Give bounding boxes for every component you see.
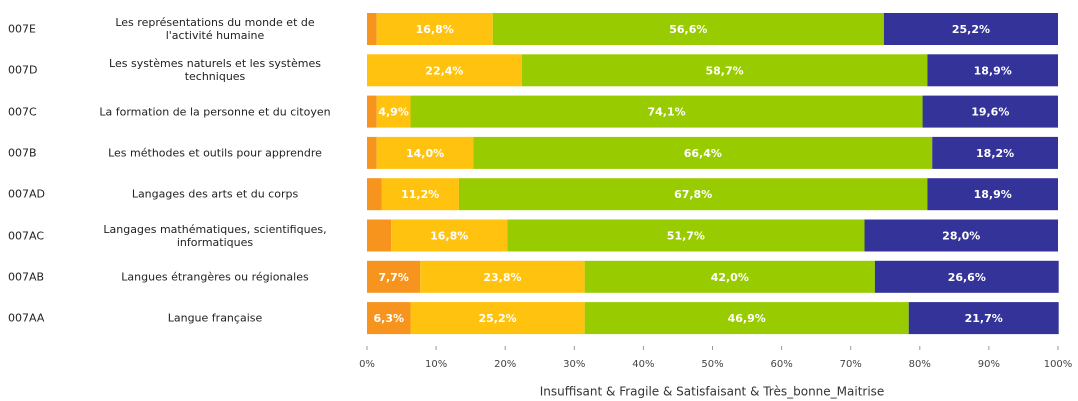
- bar-segment: [874, 260, 1059, 293]
- category-label: Langue française: [167, 311, 263, 325]
- bar-segment: [410, 302, 585, 335]
- x-tick-label: 50%: [701, 359, 723, 370]
- x-tick-label: 30%: [563, 359, 585, 370]
- category-code: 007AD: [8, 187, 45, 201]
- x-tick-label: 80%: [909, 359, 931, 370]
- bar-segment: [883, 13, 1058, 45]
- value-label: 23,8%: [483, 271, 521, 284]
- value-label: 74,1%: [647, 106, 685, 119]
- bar-segment: [367, 260, 421, 293]
- value-label: 21,7%: [965, 312, 1003, 325]
- value-label: 51,7%: [667, 230, 705, 243]
- bar-segment: [927, 178, 1058, 211]
- category-code: 007B: [8, 146, 37, 160]
- bar-segment: [381, 178, 459, 211]
- value-label: 25,2%: [479, 312, 517, 325]
- value-label: 19,6%: [971, 106, 1009, 119]
- x-axis-label: Insuffisant & Fragile & Satisfaisant & T…: [540, 385, 885, 399]
- bar-segment: [376, 95, 411, 128]
- bar-segment: [376, 136, 474, 169]
- bar-segment: [584, 260, 875, 293]
- bar-segment: [908, 302, 1059, 335]
- category-code: 007C: [8, 105, 37, 119]
- bar-segment: [367, 219, 392, 252]
- category-label: Langues étrangères ou régionales: [121, 270, 309, 284]
- bar-segment: [864, 219, 1058, 252]
- bar-segment: [410, 95, 923, 128]
- value-label: 28,0%: [942, 230, 980, 243]
- value-label: 46,9%: [728, 312, 766, 325]
- category-code: 007AA: [8, 311, 45, 325]
- bar-segment: [927, 54, 1058, 87]
- value-label: 26,6%: [948, 271, 986, 284]
- bar-segment: [584, 302, 909, 335]
- bar-segment: [367, 178, 382, 211]
- bar-segment: [922, 95, 1058, 128]
- category-label: Langages mathématiques, scientifiques, i…: [103, 222, 327, 249]
- value-label: 4,9%: [378, 106, 409, 119]
- x-tick-label: 90%: [978, 359, 1000, 370]
- bar-segment: [932, 136, 1058, 169]
- value-label: 18,9%: [974, 64, 1012, 77]
- bar-segment: [367, 136, 377, 169]
- bar-segment: [391, 219, 508, 252]
- category-code: 007AC: [8, 229, 45, 242]
- value-label: 7,7%: [378, 271, 409, 284]
- category-label: Langages des arts et du corps: [131, 187, 299, 201]
- value-label: 6,3%: [374, 312, 405, 325]
- value-label: 18,2%: [976, 147, 1014, 160]
- bar-segment: [521, 54, 928, 87]
- bar-segment: [367, 54, 522, 87]
- value-label: 11,2%: [401, 188, 439, 201]
- bar-segment: [458, 178, 928, 211]
- bar-segment: [367, 302, 411, 335]
- bar-segment: [473, 136, 933, 169]
- value-label: 66,4%: [684, 147, 722, 160]
- category-label: Les représentations du monde et de l'act…: [115, 16, 315, 42]
- bar-segment: [420, 260, 585, 293]
- x-tick-label: 100%: [1044, 359, 1073, 370]
- category-code: 007AB: [8, 270, 45, 284]
- x-tick-label: 10%: [425, 359, 447, 370]
- value-label: 42,0%: [711, 271, 749, 284]
- value-label: 56,6%: [669, 23, 707, 36]
- category-label: Les systèmes naturels et les systèmes te…: [109, 57, 321, 84]
- value-label: 22,4%: [425, 64, 463, 77]
- value-label: 16,8%: [416, 23, 454, 36]
- value-label: 16,8%: [430, 230, 468, 243]
- x-tick-label: 0%: [359, 359, 375, 370]
- bar-segment: [367, 13, 377, 45]
- category-label: Les méthodes et outils pour apprendre: [108, 146, 322, 160]
- category-code: 007D: [8, 63, 38, 77]
- value-label: 67,8%: [674, 188, 712, 201]
- bar-segment: [492, 13, 884, 45]
- x-tick-label: 70%: [840, 359, 862, 370]
- category-code: 007E: [8, 22, 36, 36]
- bar-segment: [367, 95, 377, 128]
- value-label: 18,9%: [974, 188, 1012, 201]
- x-tick-label: 40%: [632, 359, 654, 370]
- category-label: La formation de la personne et du citoye…: [99, 105, 331, 119]
- x-tick-label: 60%: [770, 359, 792, 370]
- value-label: 25,2%: [952, 23, 990, 36]
- x-tick-label: 20%: [494, 359, 516, 370]
- value-label: 14,0%: [406, 147, 444, 160]
- bar-segment: [376, 13, 493, 45]
- value-label: 58,7%: [706, 64, 744, 77]
- bar-segment: [507, 219, 865, 252]
